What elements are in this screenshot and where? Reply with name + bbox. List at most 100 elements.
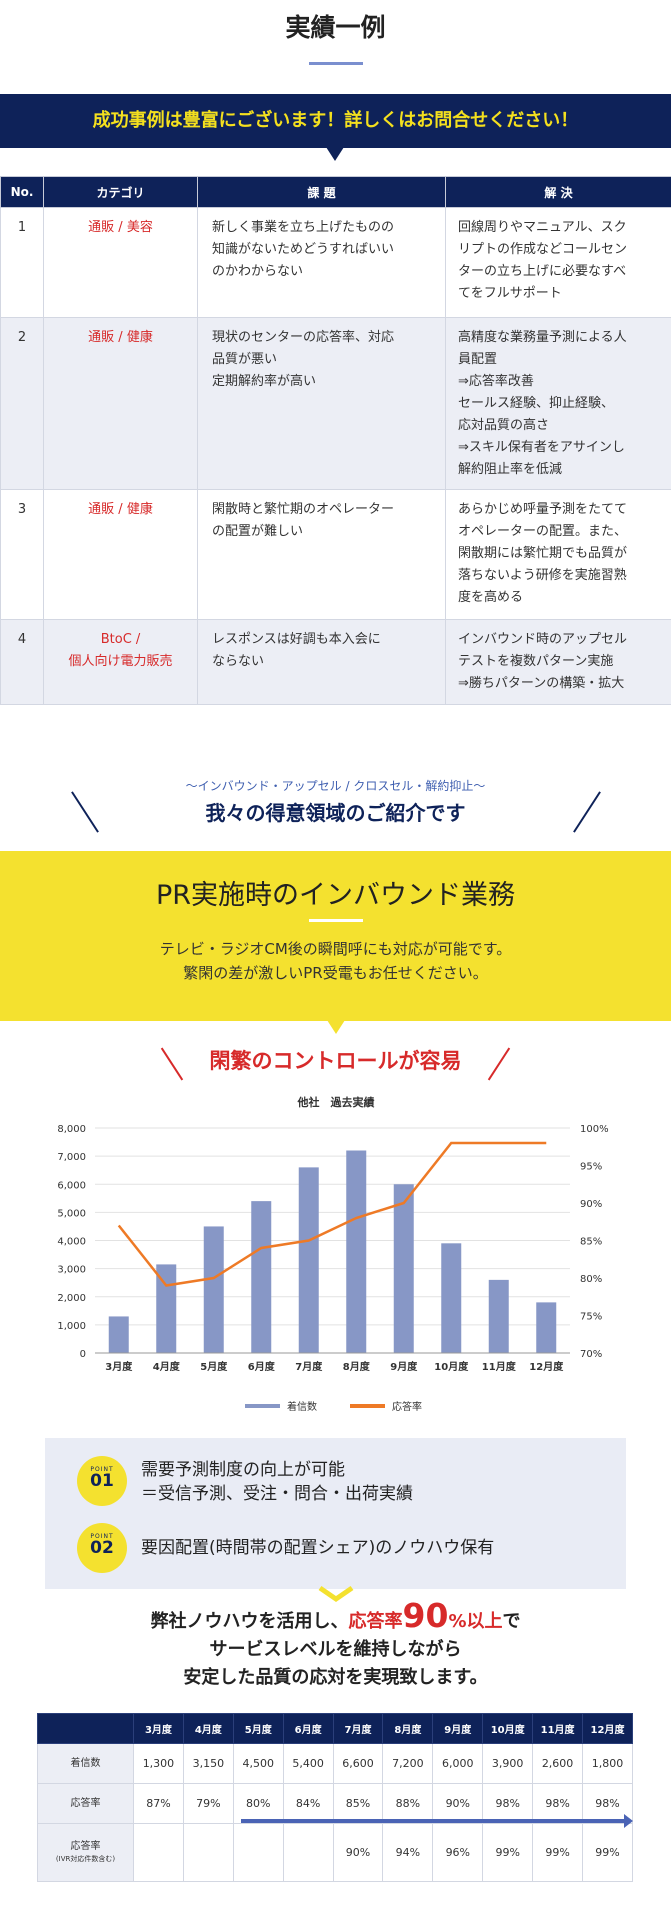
case-problem: 閑散時と繁忙期のオペレーター の配置が難しい [197, 489, 446, 620]
y-right-tick-label: 80% [580, 1274, 602, 1285]
bar [251, 1201, 272, 1353]
case-solution-line: ⇒勝ちパターンの構築・拡大 [458, 676, 625, 691]
section-title: 実績一例 [285, 13, 386, 42]
case-solution: 回線周りやマニュアル、スク リプトの作成などコールセン ターの立ち上げに必要なすべて… [445, 207, 671, 318]
month-header: 10月度 [482, 1713, 534, 1744]
conclusion-line-1: 弊社ノウハウを活用し、応答率90%以上で [0, 1599, 671, 1636]
y-right-tick-label: 70% [580, 1349, 602, 1360]
case-number: 4 [0, 619, 44, 705]
bar [536, 1302, 557, 1353]
improvement-arrow [241, 1819, 625, 1823]
month-cell: 90% [432, 1783, 484, 1824]
month-cell: 3,150 [182, 1743, 234, 1784]
case-solution-line: リプトの作成などコールセン [458, 242, 628, 257]
case-solution: 高精度な業務量予測による人 員配置 ⇒応答率改善 セールス経験、抑止経験、 応対品質の高… [445, 317, 671, 490]
y-right-tick-label: 100% [580, 1124, 609, 1135]
point-1-line-1: 需要予測制度の向上が可能 [141, 1460, 345, 1480]
month-cell: 85% [332, 1783, 384, 1824]
row-label-ivr-main: 応答率 [70, 1840, 101, 1852]
case-category-line: 通販 / 美容 [88, 220, 153, 235]
header-solution: 解 決 [445, 176, 671, 208]
chart-title: 他社 過去実績 [297, 1095, 375, 1109]
case-solution-line: ターの立ち上げに必要なすべ [458, 264, 627, 279]
month-header: 3月度 [133, 1713, 184, 1744]
case-solution-line: 度を高める [458, 590, 524, 605]
x-tick-label: 10月度 [434, 1360, 469, 1373]
month-cell: 84% [282, 1783, 334, 1824]
case-solution-line: オペレーターの配置。また、 [458, 524, 628, 539]
domain-subtitle: 〜インバウンド・アップセル / クロスセル・解約抑止〜 [185, 779, 486, 793]
success-banner: 成功事例は豊富にございます！詳しくはお問合せください！ [0, 94, 671, 148]
case-problem-line: 新しく事業を立ち上げたものの [212, 220, 395, 235]
case-problem-line: 品質が悪い [212, 352, 278, 367]
header-category: カテゴリ [43, 176, 198, 208]
x-tick-label: 5月度 [200, 1360, 228, 1373]
case-solution-line: てをフルサポート [458, 286, 562, 301]
case-solution-line: 員配置 [458, 352, 498, 367]
y-left-tick-label: 2,000 [57, 1293, 86, 1304]
point-1-line-2: ＝受信予測、受注・問合・出荷実績 [141, 1484, 413, 1504]
point-1-number: 01 [90, 1471, 114, 1491]
case-row: 2 通販 / 健康 現状のセンターの応答率、対応 品質が悪い 定期解約率が高い 高精度な業… [0, 317, 671, 490]
y-left-tick-label: 7,000 [57, 1152, 86, 1163]
case-table: No. カテゴリ 課 題 解 決 1 通販 / 美容 新しく事業を立ち上げたものの知… [0, 176, 671, 705]
case-category: BtoC / 個人向け電力販売 [43, 619, 198, 705]
bar [441, 1243, 462, 1353]
month-cell: 7,200 [382, 1743, 434, 1784]
legend-label-bars: 着信数 [287, 1400, 317, 1413]
case-category: 通販 / 美容 [43, 207, 198, 318]
y-left-tick-label: 4,000 [57, 1237, 86, 1248]
x-tick-label: 4月度 [153, 1360, 181, 1373]
month-cell: 3,900 [482, 1743, 534, 1784]
month-header: 11月度 [532, 1713, 584, 1744]
points-panel: POINT 01 需要予測制度の向上が可能 ＝受信予測、受注・問合・出荷実績 P… [45, 1438, 626, 1589]
month-header: 9月度 [432, 1713, 484, 1744]
row-label-answer-rate-ivr: 応答率 (IVR対応件数含む) [37, 1823, 134, 1882]
y-left-tick-label: 8,000 [57, 1124, 86, 1135]
case-solution-line: 回線周りやマニュアル、スク [458, 220, 627, 235]
case-problem-line: の配置が難しい [212, 524, 304, 539]
case-solution: あらかじめ呼量予測をたてて オペレーターの配置。また、 閑散期には繁忙期でも品質が落… [445, 489, 671, 620]
case-problem: レスポンスは好調も本入会に ならない [197, 619, 446, 705]
x-tick-label: 12月度 [529, 1360, 564, 1373]
month-cell [133, 1823, 184, 1882]
y-left-tick-label: 3,000 [57, 1265, 86, 1276]
case-solution-line: テストを複数パターン実施 [458, 654, 614, 669]
x-tick-label: 7月度 [295, 1360, 323, 1373]
case-solution-line: 解約阻止率を低減 [458, 462, 563, 477]
conclusion-post: で [502, 1611, 521, 1632]
month-cell: 4,500 [232, 1743, 284, 1784]
month-cell [232, 1823, 284, 1882]
case-problem-line: のかわからない [212, 264, 304, 279]
y-right-tick-label: 85% [580, 1237, 602, 1248]
case-category-line: 個人向け電力販売 [68, 654, 173, 669]
chevron-down-icon [318, 1585, 354, 1603]
case-row: 1 通販 / 美容 新しく事業を立ち上げたものの 知識がないためどうすればいい のかわか… [0, 207, 671, 318]
month-cell: 99% [532, 1823, 584, 1882]
case-solution-line: 応対品質の高さ [458, 418, 550, 433]
case-category: 通販 / 健康 [43, 489, 198, 620]
bar [393, 1184, 414, 1353]
month-cell: 87% [133, 1783, 184, 1824]
y-right-tick-label: 95% [580, 1162, 602, 1173]
x-tick-label: 9月度 [390, 1360, 418, 1373]
month-header: 7月度 [332, 1713, 384, 1744]
monthly-corner [37, 1713, 134, 1744]
case-solution-line: 閑散期には繁忙期でも品質が [458, 546, 628, 561]
header-no: No. [0, 176, 44, 208]
busy-control-title: 閑繁のコントロールが容易 [209, 1049, 462, 1073]
month-cell: 94% [382, 1823, 434, 1882]
case-number: 1 [0, 207, 44, 318]
conclusion-pre: 弊社ノウハウを活用し、 [150, 1611, 349, 1632]
banner-pointer [326, 147, 344, 161]
x-tick-label: 8月度 [343, 1360, 371, 1373]
case-solution-line: あらかじめ呼量予測をたてて [458, 502, 628, 517]
case-category-line: 通販 / 健康 [88, 502, 153, 517]
y-right-tick-label: 90% [580, 1199, 602, 1210]
bar [156, 1264, 177, 1353]
y-left-tick-label: 5,000 [57, 1208, 86, 1219]
case-solution: インバウンド時のアップセル テストを複数パターン実施 ⇒勝ちパターンの構築・拡大 [445, 619, 671, 705]
x-tick-label: 11月度 [482, 1360, 517, 1373]
month-cell: 99% [482, 1823, 534, 1882]
case-problem-line: 閑散時と繁忙期のオペレーター [212, 502, 395, 517]
